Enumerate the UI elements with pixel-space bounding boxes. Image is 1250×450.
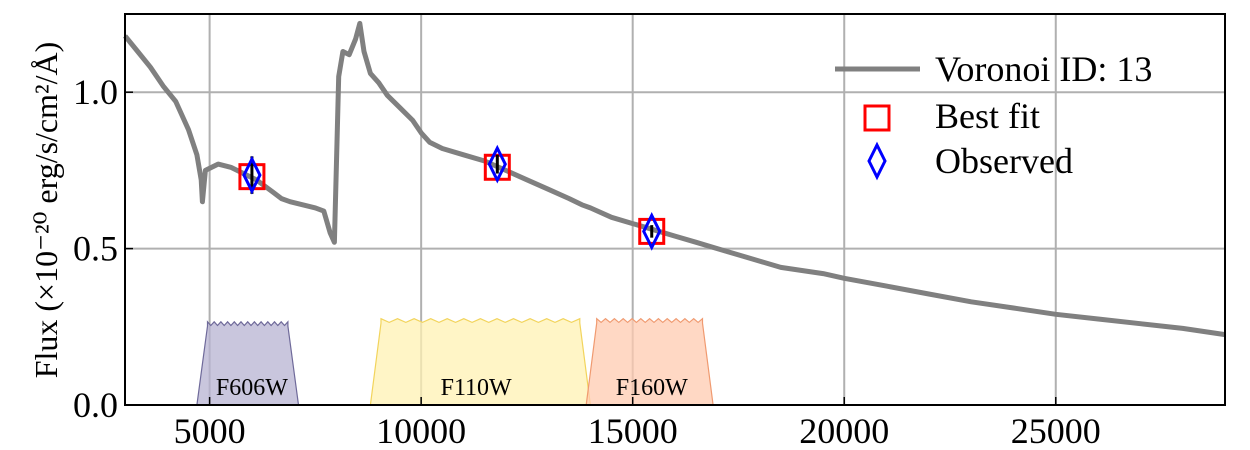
y-tick-label: 0.0: [73, 385, 118, 425]
axis-ticks: 5000 10000 15000 20000 25000 0.0 0.5 1.0: [73, 72, 1101, 450]
markers: [238, 144, 666, 251]
x-tick-label: 5000: [174, 411, 246, 450]
x-tick-label: 15000: [588, 411, 678, 450]
x-tick-label: 20000: [799, 411, 889, 450]
legend-label: Best fit: [935, 96, 1040, 136]
y-tick-label: 1.0: [73, 72, 118, 112]
filter-curves: F606W F110W F160W: [196, 317, 714, 406]
filter-curve-F606W: [196, 320, 300, 406]
series: [123, 20, 1226, 338]
plot-frame: [124, 13, 1226, 406]
best-fit-marker: [638, 217, 666, 245]
observed-marker: [487, 144, 507, 184]
y-axis-label: Flux (×10⁻²⁰ erg/s/cm²/Å): [28, 42, 64, 379]
legend-label: Observed: [935, 141, 1073, 181]
x-tick-label: 25000: [1011, 411, 1101, 450]
y-tick-label: 0.5: [73, 229, 118, 269]
observed-marker: [642, 212, 662, 251]
legend-swatch-observed: [867, 141, 887, 181]
observed-marker: [242, 155, 262, 195]
filter-label-F110W: F110W: [441, 375, 512, 401]
filter-curve-F110W: [369, 317, 592, 406]
filter-label-F160W: F160W: [616, 375, 688, 401]
x-tick-label: 10000: [376, 411, 466, 450]
legend: Voronoi ID: 13 Best fit Observed: [835, 49, 1152, 181]
filter-label-F606W: F606W: [216, 375, 288, 401]
legend-swatch-best-fit: [863, 104, 891, 132]
filter-curve-F160W: [585, 317, 714, 406]
spectrum-line: [123, 20, 1226, 338]
legend-label: Voronoi ID: 13: [935, 49, 1152, 89]
